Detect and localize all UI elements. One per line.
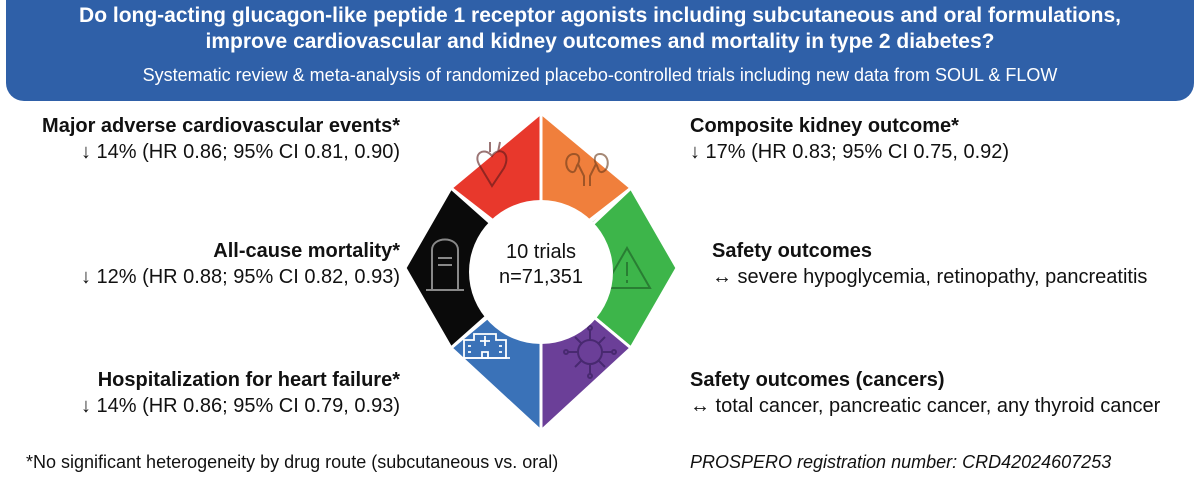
safety-result: ↔ severe hypoglycemia, retinopathy, panc… <box>712 266 1148 288</box>
mace-result: ↓ 14% (HR 0.86; 95% CI 0.81, 0.90) <box>80 141 400 163</box>
kidneys-icon <box>565 152 609 186</box>
cancer-result: ↔ total cancer, pancreatic cancer, any t… <box>690 395 1161 417</box>
center-trials: 10 trials <box>506 241 576 263</box>
cancer-title: Safety outcomes (cancers) <box>690 369 945 391</box>
title-line-2: improve cardiovascular and kidney outcom… <box>205 30 995 53</box>
warning-icon <box>602 245 652 289</box>
center-n: n=71,351 <box>499 266 583 288</box>
subtitle: Systematic review & meta-analysis of ran… <box>142 65 1058 85</box>
virus-icon <box>563 325 617 379</box>
cancer-outcome: Safety outcomes (cancers) ↔ total cancer… <box>690 367 1160 419</box>
title-line-1: Do long-acting glucagon-like peptide 1 r… <box>79 4 1121 27</box>
hospital-icon <box>460 333 510 359</box>
hexagon-diagram: 10 trials n=71,351 <box>403 109 680 435</box>
mace-title: Major adverse cardiovascular events* <box>42 115 400 137</box>
safety-title: Safety outcomes <box>712 240 873 262</box>
hhf-title: Hospitalization for heart failure* <box>97 369 400 391</box>
mace-outcome: Major adverse cardiovascular events* ↓ 1… <box>0 113 400 165</box>
kidney-title: Composite kidney outcome* <box>690 115 959 137</box>
kidney-result: ↓ 17% (HR 0.83; 95% CI 0.75, 0.92) <box>690 141 1010 163</box>
hhf-outcome: Hospitalization for heart failure* ↓ 14%… <box>0 367 400 419</box>
mortality-result: ↓ 12% (HR 0.88; 95% CI 0.82, 0.93) <box>80 266 400 288</box>
center-circle <box>469 200 613 344</box>
title-banner: Do long-acting glucagon-like peptide 1 r… <box>6 0 1194 101</box>
mortality-title: All-cause mortality* <box>213 240 400 262</box>
kidney-outcome: Composite kidney outcome* ↓ 17% (HR 0.83… <box>690 113 1009 165</box>
safety-outcome: Safety outcomes ↔ severe hypoglycemia, r… <box>712 238 1147 290</box>
mortality-outcome: All-cause mortality* ↓ 12% (HR 0.88; 95%… <box>0 238 400 290</box>
footnote: *No significant heterogeneity by drug ro… <box>26 452 559 472</box>
heart-icon <box>476 141 508 188</box>
hhf-result: ↓ 14% (HR 0.86; 95% CI 0.79, 0.93) <box>80 395 400 417</box>
prospero-registration: PROSPERO registration number: CRD4202460… <box>690 452 1112 472</box>
tombstone-icon <box>426 238 464 291</box>
